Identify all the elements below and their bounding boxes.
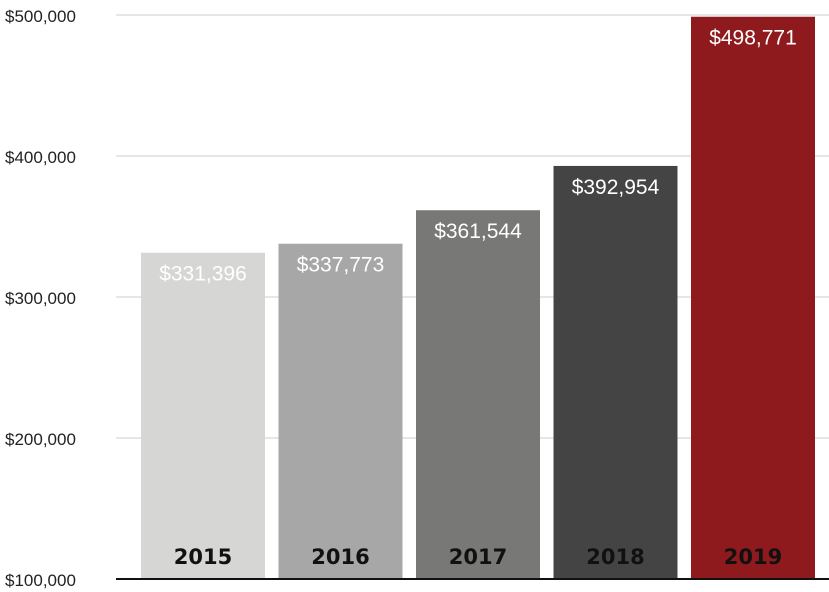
y-tick-label-100000: $100,000 — [5, 571, 76, 590]
y-tick-label-300000: $300,000 — [5, 289, 76, 308]
bar-value-labels: $331,396 $337,773 $361,544 $392,954 $498,771 — [159, 27, 797, 286]
category-label-2018: 2018 — [586, 545, 644, 569]
bar-value-label-2016: $337,773 — [297, 254, 385, 277]
bar-value-label-2017: $361,544 — [434, 220, 522, 243]
y-tick-label-400000: $400,000 — [5, 148, 76, 167]
category-label-2019: 2019 — [724, 545, 782, 569]
y-axis-tick-labels: $100,000 $200,000 $300,000 $400,000 $500,000 — [5, 7, 76, 590]
bar-2015 — [141, 252, 265, 580]
category-label-2016: 2016 — [311, 545, 369, 569]
bar-value-label-2018: $392,954 — [572, 176, 660, 199]
bar-2018 — [553, 165, 678, 579]
bars — [141, 16, 815, 580]
y-tick-label-200000: $200,000 — [5, 430, 76, 449]
bar-2019 — [691, 16, 815, 579]
y-tick-label-500000: $500,000 — [5, 7, 76, 26]
bar-2017 — [416, 210, 540, 579]
category-labels: 2015 2016 2017 2018 2019 — [174, 545, 782, 569]
category-label-2017: 2017 — [449, 545, 507, 569]
bar-value-label-2015: $331,396 — [159, 263, 247, 286]
category-label-2015: 2015 — [174, 545, 232, 569]
bar-value-label-2019: $498,771 — [709, 27, 797, 50]
bar-2016 — [278, 243, 403, 580]
